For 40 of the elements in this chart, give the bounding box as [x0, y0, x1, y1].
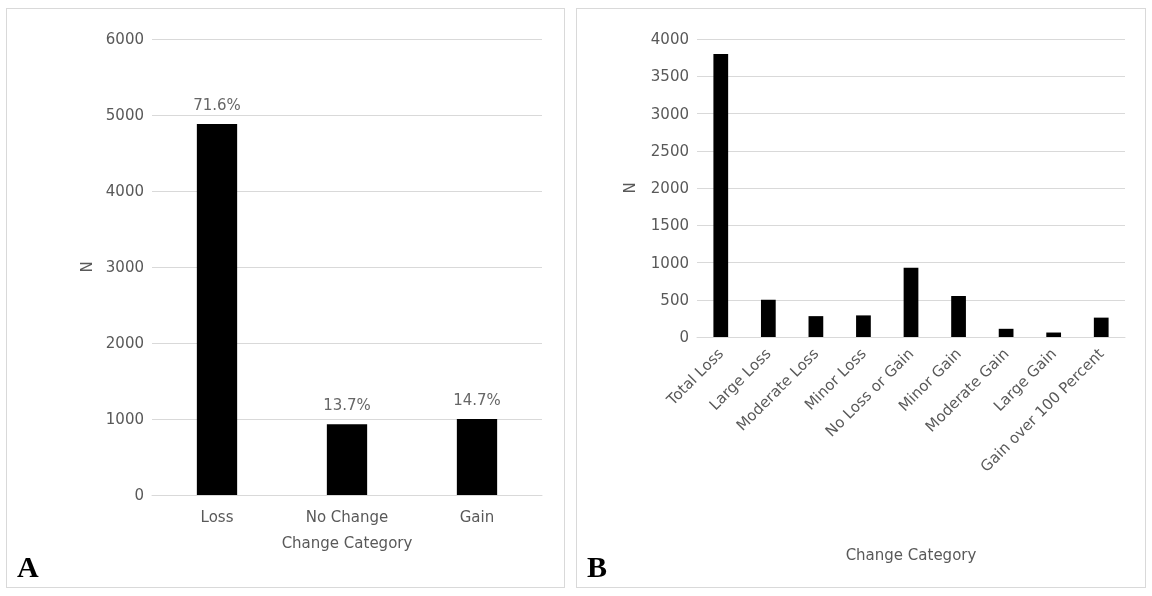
y-tick-label: 1500 — [650, 216, 689, 235]
bar — [456, 419, 498, 495]
annotation: 71.6% — [193, 95, 241, 114]
bar — [856, 315, 871, 337]
bar — [326, 424, 368, 495]
y-tick-label: 2500 — [650, 141, 689, 160]
x-tick-label: No Change — [305, 507, 389, 526]
y-tick-label: 3500 — [650, 67, 689, 86]
annotation: 14.7% — [453, 390, 501, 409]
y-tick-label: 3000 — [650, 104, 689, 123]
text: A — [17, 549, 39, 583]
y-tick-label: 1000 — [650, 253, 689, 272]
bar — [760, 299, 776, 337]
y-tick-label: 6000 — [105, 30, 144, 48]
x-axis-title: Change Category — [845, 545, 977, 564]
bar — [196, 124, 238, 495]
annotation: 13.7% — [323, 395, 371, 414]
bar — [713, 53, 729, 337]
bar — [903, 267, 919, 337]
y-tick-label: 2000 — [650, 179, 689, 197]
y-tick-label: 1000 — [105, 410, 144, 428]
y-tick-label: 3000 — [105, 258, 144, 276]
x-tick-label: Loss — [200, 507, 234, 526]
y-tick-label: 5000 — [105, 106, 144, 124]
x-axis-title: Change Category — [281, 533, 413, 552]
x-tick-label: Gain — [459, 507, 495, 526]
bar — [998, 328, 1014, 337]
bar — [1046, 332, 1062, 337]
y-tick-label: 4000 — [650, 30, 689, 48]
y-tick-label: 4000 — [105, 182, 144, 200]
y-axis-title: N — [78, 261, 97, 273]
y-tick-label: 0 — [679, 328, 689, 346]
y-tick-label: 500 — [660, 290, 689, 309]
bar — [808, 316, 824, 337]
y-tick-label: 0 — [134, 486, 144, 504]
bar — [951, 296, 966, 337]
bar — [1093, 317, 1109, 337]
y-axis-title: N — [620, 182, 639, 194]
y-tick-label: 2000 — [105, 334, 144, 352]
text: B — [587, 549, 608, 583]
